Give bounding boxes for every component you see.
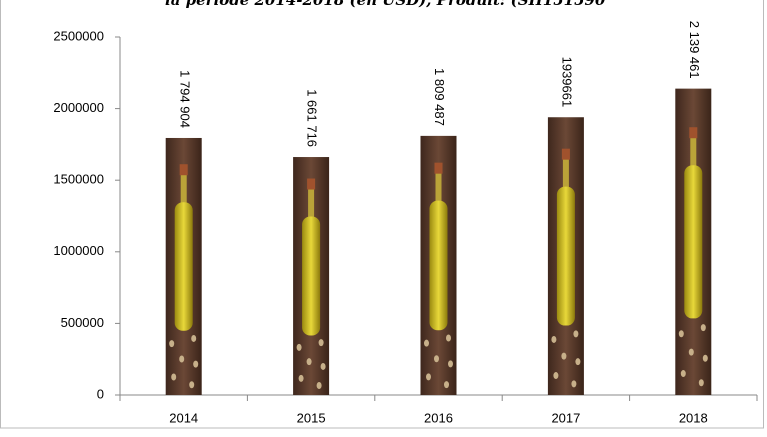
seed [448,360,453,368]
seed [171,373,177,381]
value-label: 1 809 487 [432,68,447,126]
value-label: 1 661 716 [305,89,320,147]
seed [680,370,686,378]
seed [193,360,199,368]
bottle-body [684,165,703,319]
seed [700,324,706,332]
seed [426,373,431,381]
bottle-cork [434,162,443,174]
seed [179,355,185,363]
bottle-body [556,186,575,326]
bottle-cork [561,148,570,160]
bottle-cork [689,127,698,139]
seed [575,358,581,366]
bottle-neck [180,174,187,205]
y-tick-label: 1500000 [53,172,104,187]
x-tick-label: 2017 [551,410,580,425]
x-tick-label: 2018 [679,410,708,425]
seed [678,330,684,338]
x-tick-label: 2015 [297,410,326,425]
bottle-neck [562,158,569,189]
seed [698,379,704,387]
seed [424,339,429,347]
seed [444,381,449,389]
bottle-body [174,202,193,331]
bottle-cork [307,178,316,190]
bottle-body [302,216,321,336]
seed [702,354,708,362]
seed [189,381,195,389]
y-tick-label: 500000 [61,315,104,330]
y-tick-label: 0 [97,386,104,401]
seed [446,334,451,342]
seed [191,334,197,342]
value-label: 2 139 461 [687,21,702,79]
seed [298,374,304,382]
seed [688,348,694,356]
seed [553,372,559,380]
y-tick-label: 1000000 [53,243,104,258]
seed [561,352,567,360]
seed [316,381,322,389]
seed [434,355,439,363]
seed [573,330,579,338]
y-tick-label: 2500000 [53,28,104,43]
seed [320,362,326,370]
bottle-body [429,200,448,331]
seed [306,358,312,366]
bottle-neck [690,137,697,168]
chart-title: la période 2014-2018 (en USD), Produit: … [165,0,606,9]
value-label: 1 794 904 [177,70,192,128]
bottle-neck [308,188,315,219]
x-tick-label: 2014 [169,410,198,425]
seed [296,343,302,351]
chart-frame [0,0,764,429]
seed [318,339,324,347]
seed [169,340,175,348]
y-tick-label: 2000000 [53,100,104,115]
x-tick-label: 2016 [424,410,453,425]
bottle-cork [179,164,188,176]
bottle-neck [435,172,442,203]
value-label: 1939661 [559,57,574,108]
seed [571,380,577,388]
seed [551,335,557,343]
